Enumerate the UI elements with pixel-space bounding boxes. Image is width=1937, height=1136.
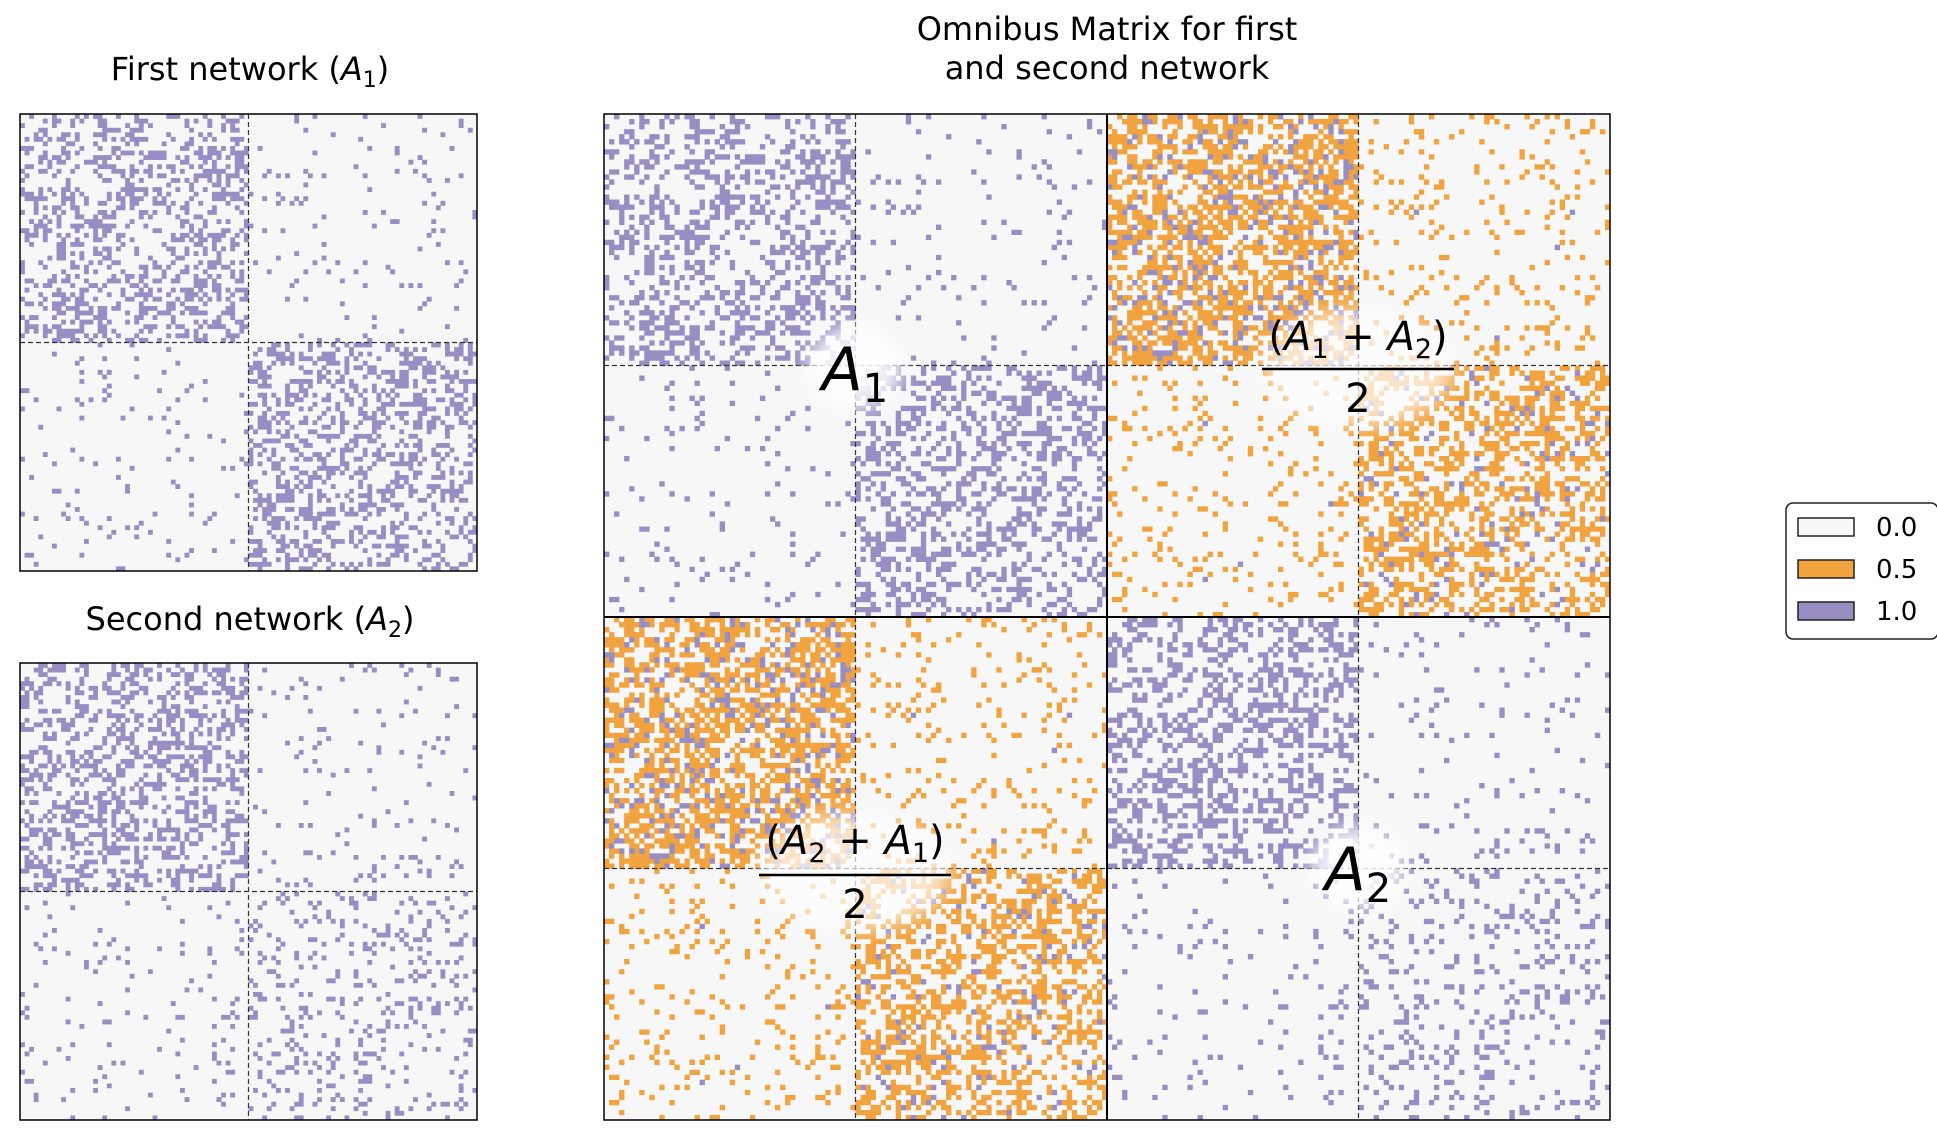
svg-text:(A2 + A1): (A2 + A1) bbox=[765, 818, 944, 869]
legend-label-1: 0.5 bbox=[1876, 555, 1917, 585]
first-network-heatmap: First network (A1) bbox=[19, 50, 478, 572]
second-network-title: Second network (A2) bbox=[86, 600, 415, 643]
legend-label-2: 1.0 bbox=[1876, 597, 1917, 627]
omnibus-title-line-1: Omnibus Matrix for first bbox=[917, 10, 1298, 48]
block-label-top-left: A1 bbox=[818, 335, 889, 412]
second-network-heatmap: Second network (A2) bbox=[19, 600, 478, 1121]
legend-swatch-0 bbox=[1797, 517, 1855, 537]
omnibus-frame bbox=[603, 113, 1611, 1121]
omnibus-heatmap: A1 (A1 + A2) 2 (A2 + A1) 2 A2 Omnibus Ma… bbox=[603, 10, 1611, 1121]
omnibus-title-line-2: and second network bbox=[945, 49, 1270, 87]
svg-text:2: 2 bbox=[1345, 376, 1370, 422]
block-label-top-right: (A1 + A2) 2 bbox=[1262, 314, 1454, 422]
svg-text:2: 2 bbox=[842, 882, 867, 928]
legend-label-0: 0.0 bbox=[1876, 513, 1917, 543]
legend: 0.0 0.5 1.0 bbox=[1785, 502, 1937, 640]
second-network-frame bbox=[19, 662, 478, 1121]
first-network-title: First network (A1) bbox=[111, 50, 390, 93]
block-label-bottom-left: (A2 + A1) 2 bbox=[759, 818, 951, 928]
first-network-frame bbox=[19, 113, 478, 572]
first-network-edges bbox=[20, 114, 478, 572]
legend-swatch-2 bbox=[1797, 601, 1855, 621]
legend-swatch-1 bbox=[1797, 559, 1855, 579]
svg-text:(A1 + A2): (A1 + A2) bbox=[1268, 314, 1447, 365]
block-label-bottom-right: A2 bbox=[1321, 835, 1392, 912]
